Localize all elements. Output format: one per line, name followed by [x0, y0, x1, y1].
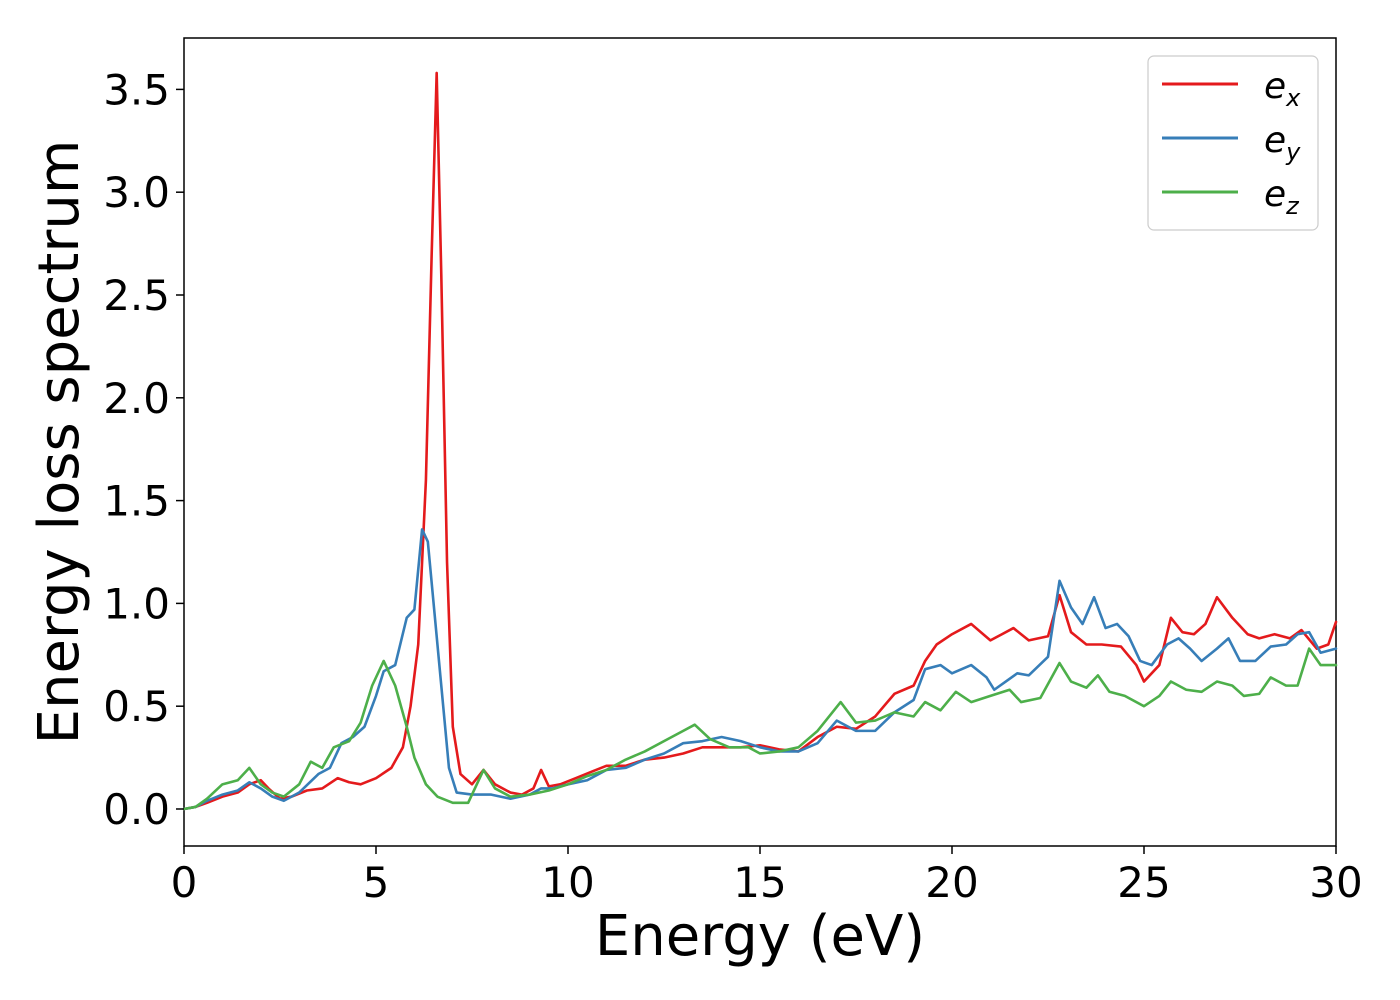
- series-layer: [182, 71, 1338, 811]
- y-axis-title: Energy loss spectrum: [27, 140, 92, 745]
- legend-label-ex: ex: [1264, 66, 1301, 112]
- y-tick-label: 2.0: [103, 374, 170, 423]
- y-tick-label: 3.5: [103, 65, 170, 114]
- legend-label-ex-base: e: [1264, 66, 1286, 107]
- legend-box: [1147, 55, 1319, 231]
- legend-label-ez-sub: z: [1285, 192, 1300, 220]
- y-tick-label: 0.0: [103, 785, 170, 834]
- x-tick-label: 10: [541, 858, 594, 907]
- y-tick-label: 3.0: [103, 168, 170, 217]
- legend-label-ey-sub: y: [1285, 138, 1301, 166]
- legend-label-ey-base: e: [1264, 120, 1286, 161]
- legend-label-ex-sub: x: [1285, 84, 1301, 112]
- legend-label-ey: ey: [1264, 120, 1301, 166]
- y-tick-label: 1.5: [103, 477, 170, 526]
- x-tick-label: 15: [733, 858, 786, 907]
- x-tick-label: 30: [1309, 858, 1362, 907]
- x-axis-title: Energy (eV): [595, 904, 925, 969]
- y-tick-label: 1.0: [103, 579, 170, 628]
- x-tick-label: 25: [1117, 858, 1170, 907]
- legend-label-ez: ez: [1264, 174, 1300, 220]
- y-axis: 0.0 0.5 1.0 1.5 2.0 2.5 3.0 3.5: [103, 65, 184, 834]
- x-axis: 0 5 10 15 20 25 30: [171, 846, 1363, 907]
- legend-label-ez-base: e: [1264, 174, 1286, 215]
- x-tick-label: 5: [363, 858, 390, 907]
- series-line-ey: [182, 528, 1338, 811]
- x-tick-label: 20: [925, 858, 978, 907]
- series-line-ex: [182, 71, 1338, 811]
- x-tick-label: 0: [171, 858, 198, 907]
- series-line-ez: [182, 647, 1338, 811]
- y-tick-label: 0.5: [103, 682, 170, 731]
- y-tick-label: 2.5: [103, 271, 170, 320]
- legend: ex ey ez: [1147, 55, 1319, 231]
